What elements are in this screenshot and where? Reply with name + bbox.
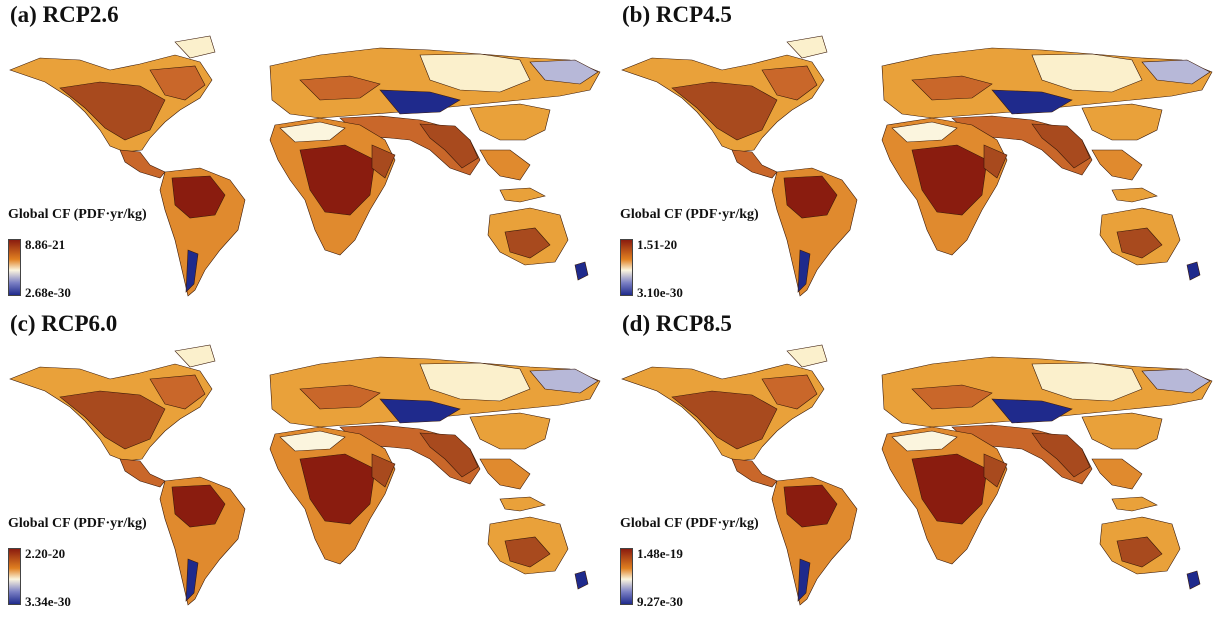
legend-colorbar — [620, 548, 633, 605]
map-panel-rcp45: (b) RCP4.5 Global CF (PDF·yr/kg) 1.51-20… — [612, 0, 1223, 308]
legend-min-value: 3.34e-30 — [25, 594, 71, 609]
panel-title: (b) RCP4.5 — [622, 2, 732, 27]
legend-max-value: 1.48e-19 — [637, 546, 683, 561]
legend-colorbar — [8, 548, 21, 605]
panel-title: (d) RCP8.5 — [622, 311, 732, 336]
legend-max-value: 2.20-20 — [25, 546, 66, 561]
world-map — [0, 0, 611, 308]
panel-title: (a) RCP2.6 — [10, 2, 119, 27]
world-map — [0, 309, 611, 617]
map-panel-rcp85: (d) RCP8.5 Global CF (PDF·yr/kg) 1.48e-1… — [612, 309, 1223, 617]
world-map — [612, 0, 1223, 308]
legend-title: Global CF (PDF·yr/kg) — [8, 516, 147, 531]
legend-title: Global CF (PDF·yr/kg) — [620, 207, 759, 222]
map-panel-rcp60: (c) RCP6.0 Global CF (PDF·yr/kg) 2.20-20… — [0, 309, 611, 617]
legend-title: Global CF (PDF·yr/kg) — [8, 207, 147, 222]
legend-colorbar — [620, 239, 633, 296]
world-map — [612, 309, 1223, 617]
legend-colorbar — [8, 239, 21, 296]
legend-min-value: 9.27e-30 — [637, 594, 683, 609]
legend-min-value: 3.10e-30 — [637, 285, 683, 300]
legend-max-value: 1.51-20 — [637, 237, 678, 252]
panel-title: (c) RCP6.0 — [10, 311, 118, 336]
legend-title: Global CF (PDF·yr/kg) — [620, 516, 759, 531]
map-panel-rcp26: (a) RCP2.6 Global CF (PDF·yr/kg) 8.86-21… — [0, 0, 611, 308]
legend-max-value: 8.86-21 — [25, 237, 66, 252]
legend-min-value: 2.68e-30 — [25, 285, 71, 300]
